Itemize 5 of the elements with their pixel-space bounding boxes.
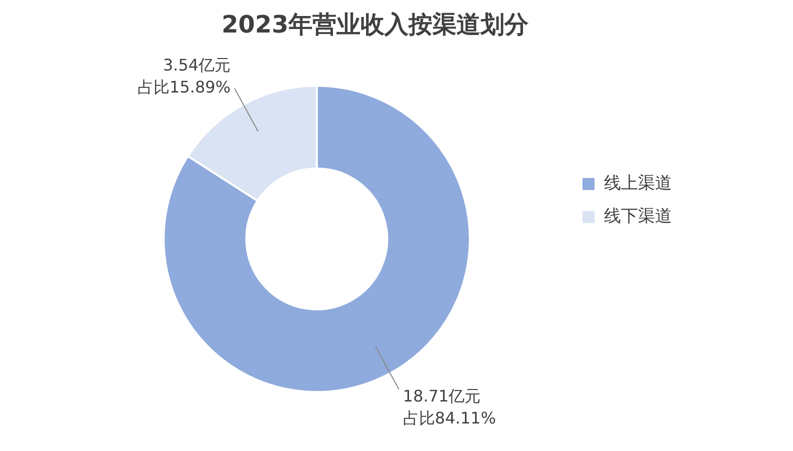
data-label: 3.54亿元占比15.89% xyxy=(138,56,231,97)
chart-title: 2023年营业收入按渠道划分 xyxy=(222,10,530,39)
legend-label: 线下渠道 xyxy=(604,206,672,226)
data-label: 18.71亿元占比84.11% xyxy=(402,386,496,428)
legend-label: 线上渠道 xyxy=(604,173,672,194)
